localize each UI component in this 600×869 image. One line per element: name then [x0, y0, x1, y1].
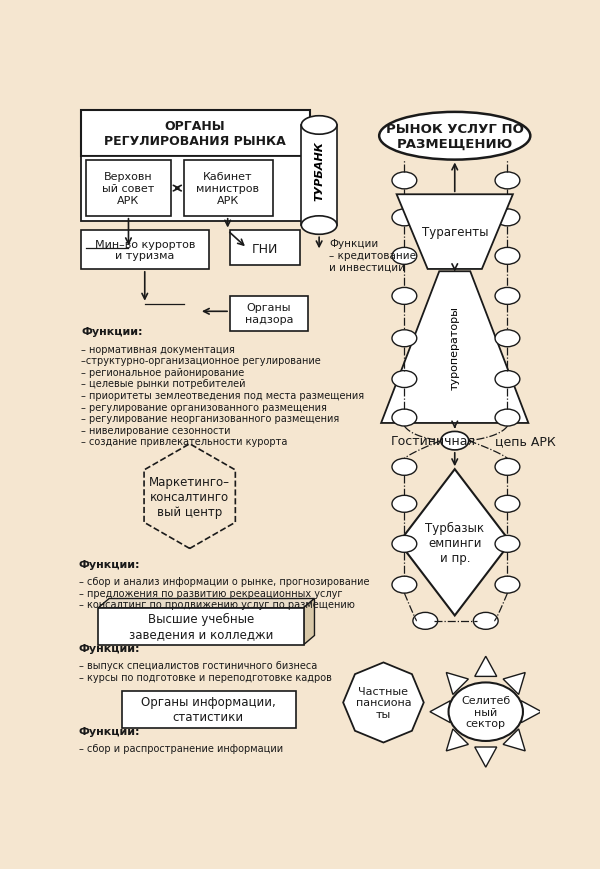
Text: Функции:: Функции:: [79, 560, 140, 569]
Ellipse shape: [441, 432, 469, 450]
Text: – нормативная документация
–структурно-организационное регулирование
– региональ: – нормативная документация –структурно-о…: [81, 344, 364, 447]
Ellipse shape: [392, 576, 417, 594]
Polygon shape: [521, 701, 542, 723]
Text: цепь АРК: цепь АРК: [495, 434, 556, 448]
Bar: [184, 161, 272, 216]
Ellipse shape: [392, 459, 417, 475]
Ellipse shape: [392, 330, 417, 348]
Bar: [121, 691, 296, 728]
Polygon shape: [446, 673, 469, 694]
Ellipse shape: [473, 613, 498, 629]
Text: ГНИ: ГНИ: [251, 242, 278, 255]
Text: Частные
пансиона
ты: Частные пансиона ты: [356, 686, 411, 720]
Ellipse shape: [392, 371, 417, 388]
Text: – сбор и анализ информации о рынке, прогнозирование
– предложения по развитию ре: – сбор и анализ информации о рынке, прог…: [79, 576, 370, 610]
Bar: [81, 231, 209, 269]
Ellipse shape: [495, 371, 520, 388]
Ellipse shape: [301, 216, 337, 235]
Bar: [81, 156, 310, 222]
Bar: [230, 231, 300, 266]
Ellipse shape: [495, 249, 520, 265]
Ellipse shape: [301, 116, 337, 135]
Ellipse shape: [392, 409, 417, 427]
Polygon shape: [98, 599, 314, 608]
Ellipse shape: [449, 683, 523, 741]
Bar: [98, 608, 304, 645]
Ellipse shape: [495, 330, 520, 348]
Polygon shape: [399, 469, 511, 616]
Polygon shape: [381, 272, 529, 423]
Ellipse shape: [392, 495, 417, 513]
Text: Селитеб
ный
сектор: Селитеб ный сектор: [461, 695, 511, 728]
Ellipse shape: [495, 536, 520, 553]
Text: Турагенты: Турагенты: [421, 226, 488, 239]
Text: Функции:: Функции:: [79, 643, 140, 653]
Ellipse shape: [495, 576, 520, 594]
Bar: [230, 296, 308, 331]
Text: Турбазык
емпинги
и пр.: Турбазык емпинги и пр.: [425, 521, 484, 564]
Text: Функции
– кредитование
и инвестиции: Функции – кредитование и инвестиции: [329, 239, 416, 272]
Polygon shape: [475, 656, 497, 677]
Ellipse shape: [495, 289, 520, 305]
Polygon shape: [503, 673, 525, 694]
Text: – выпуск специалистов гостиничного бизнеса
– курсы по подготовке и переподготовк: – выпуск специалистов гостиничного бизне…: [79, 660, 332, 682]
Text: ОРГАНЫ
РЕГУЛИРОВАНИЯ РЫНКА: ОРГАНЫ РЕГУЛИРОВАНИЯ РЫНКА: [104, 120, 286, 148]
Text: Мин–во курортов
и туризма: Мин–во курортов и туризма: [95, 240, 195, 262]
Bar: [301, 126, 337, 226]
Ellipse shape: [392, 249, 417, 265]
Text: РЫНОК УСЛУГ ПО
РАЗМЕЩЕНИЮ: РЫНОК УСЛУГ ПО РАЗМЕЩЕНИЮ: [386, 123, 524, 150]
Polygon shape: [304, 599, 314, 645]
Bar: [86, 161, 171, 216]
Text: Органы
надзора: Органы надзора: [245, 302, 293, 324]
Ellipse shape: [495, 173, 520, 189]
Text: туроператоры: туроператоры: [450, 306, 460, 389]
Ellipse shape: [379, 113, 530, 161]
Ellipse shape: [495, 409, 520, 427]
Text: Маркетинго–
консалтинго
вый центр: Маркетинго– консалтинго вый центр: [149, 475, 230, 518]
Ellipse shape: [413, 613, 438, 629]
Text: Кабинет
министров
АРК: Кабинет министров АРК: [196, 172, 259, 205]
Ellipse shape: [495, 459, 520, 475]
Ellipse shape: [392, 536, 417, 553]
Text: ТУРБАНК: ТУРБАНК: [314, 141, 324, 201]
Ellipse shape: [392, 289, 417, 305]
Text: Функции:: Функции:: [81, 326, 143, 336]
Polygon shape: [475, 747, 497, 767]
Text: Функции:: Функции:: [79, 726, 140, 736]
Polygon shape: [430, 701, 450, 723]
Polygon shape: [503, 729, 525, 751]
Bar: [81, 110, 310, 156]
Ellipse shape: [392, 209, 417, 227]
Ellipse shape: [495, 495, 520, 513]
Ellipse shape: [392, 173, 417, 189]
Polygon shape: [397, 195, 513, 269]
Ellipse shape: [495, 209, 520, 227]
Polygon shape: [446, 729, 469, 751]
Text: Органы информации,
статистики: Органы информации, статистики: [141, 695, 275, 724]
Text: Верховн
ый совет
АРК: Верховн ый совет АРК: [103, 172, 155, 205]
Polygon shape: [343, 663, 424, 743]
Text: – сбор и распространение информации: – сбор и распространение информации: [79, 743, 283, 753]
Text: Гостиничная: Гостиничная: [391, 434, 476, 448]
Polygon shape: [144, 444, 235, 549]
Text: Высшие учебные
заведения и колледжи: Высшие учебные заведения и колледжи: [129, 613, 273, 640]
